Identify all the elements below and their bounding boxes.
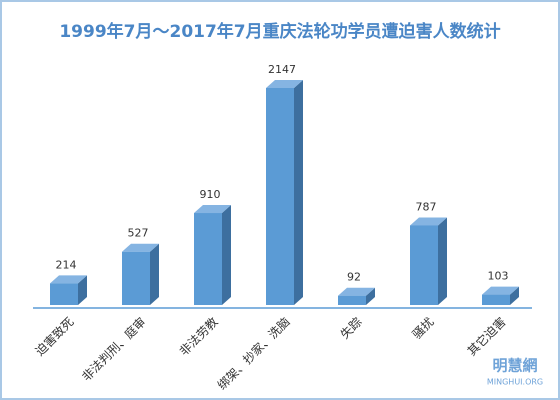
bar-top xyxy=(410,217,447,226)
bar-side xyxy=(78,275,87,305)
watermark: 明慧網 xyxy=(492,357,537,375)
bar-top xyxy=(482,286,519,295)
value-label: 527 xyxy=(128,227,149,240)
bar xyxy=(194,213,222,305)
watermark-sub: MINGHUI.ORG xyxy=(487,378,543,387)
bar-top xyxy=(122,243,159,252)
bar-side xyxy=(294,80,303,305)
bar-side xyxy=(150,243,159,305)
value-label: 910 xyxy=(200,188,221,201)
bar xyxy=(338,295,366,305)
bar-side xyxy=(438,217,447,305)
bar-top xyxy=(266,80,303,88)
bar-side xyxy=(222,205,231,305)
bar xyxy=(266,88,294,305)
bar xyxy=(410,225,438,305)
bar xyxy=(482,294,510,305)
bar xyxy=(50,283,78,305)
value-label: 103 xyxy=(488,270,509,283)
value-label: 92 xyxy=(347,271,361,284)
bar-side xyxy=(366,287,375,305)
bar-side xyxy=(510,286,519,305)
bar-top xyxy=(50,275,87,284)
value-label: 787 xyxy=(416,200,437,213)
value-label: 2147 xyxy=(268,63,296,76)
bar-top xyxy=(338,287,375,296)
bar xyxy=(122,251,150,305)
value-label: 214 xyxy=(56,258,77,271)
bar-top xyxy=(194,205,231,214)
chart-title: 1999年7月～2017年7月重庆法轮功学员遭迫害人数统计 xyxy=(59,21,500,42)
